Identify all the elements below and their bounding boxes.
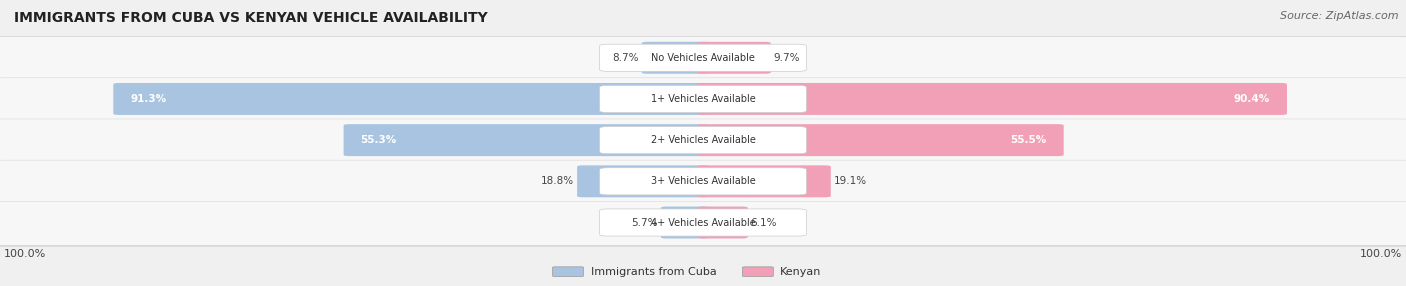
FancyBboxPatch shape xyxy=(0,77,1406,123)
FancyBboxPatch shape xyxy=(0,201,1406,247)
FancyBboxPatch shape xyxy=(0,118,1406,164)
Text: 3+ Vehicles Available: 3+ Vehicles Available xyxy=(651,176,755,186)
FancyBboxPatch shape xyxy=(0,78,1406,122)
FancyBboxPatch shape xyxy=(742,267,773,277)
FancyBboxPatch shape xyxy=(0,36,1406,82)
Text: IMMIGRANTS FROM CUBA VS KENYAN VEHICLE AVAILABILITY: IMMIGRANTS FROM CUBA VS KENYAN VEHICLE A… xyxy=(14,11,488,25)
Text: Immigrants from Cuba: Immigrants from Cuba xyxy=(591,267,716,277)
FancyBboxPatch shape xyxy=(553,267,583,277)
FancyBboxPatch shape xyxy=(576,165,709,197)
FancyBboxPatch shape xyxy=(0,119,1406,163)
FancyBboxPatch shape xyxy=(697,206,748,239)
Text: Source: ZipAtlas.com: Source: ZipAtlas.com xyxy=(1281,11,1399,21)
Text: 6.1%: 6.1% xyxy=(751,218,778,227)
FancyBboxPatch shape xyxy=(343,124,709,156)
FancyBboxPatch shape xyxy=(697,83,1286,115)
FancyBboxPatch shape xyxy=(0,37,1406,81)
Text: Kenyan: Kenyan xyxy=(780,267,821,277)
Text: 18.8%: 18.8% xyxy=(541,176,574,186)
Text: 2+ Vehicles Available: 2+ Vehicles Available xyxy=(651,135,755,145)
FancyBboxPatch shape xyxy=(641,42,709,74)
FancyBboxPatch shape xyxy=(0,160,1406,204)
FancyBboxPatch shape xyxy=(599,168,807,195)
Text: 55.3%: 55.3% xyxy=(360,135,396,145)
Text: 19.1%: 19.1% xyxy=(834,176,866,186)
Text: 91.3%: 91.3% xyxy=(131,94,166,104)
FancyBboxPatch shape xyxy=(599,209,807,236)
Text: 9.7%: 9.7% xyxy=(773,53,800,63)
FancyBboxPatch shape xyxy=(697,165,831,197)
FancyBboxPatch shape xyxy=(599,86,807,112)
FancyBboxPatch shape xyxy=(114,83,709,115)
FancyBboxPatch shape xyxy=(599,44,807,71)
FancyBboxPatch shape xyxy=(0,201,1406,245)
Text: 100.0%: 100.0% xyxy=(1360,249,1402,259)
Text: 90.4%: 90.4% xyxy=(1234,94,1270,104)
FancyBboxPatch shape xyxy=(661,206,709,239)
Text: 1+ Vehicles Available: 1+ Vehicles Available xyxy=(651,94,755,104)
Text: 5.7%: 5.7% xyxy=(631,218,658,227)
FancyBboxPatch shape xyxy=(697,124,1064,156)
Text: 55.5%: 55.5% xyxy=(1011,135,1047,145)
FancyBboxPatch shape xyxy=(697,42,770,74)
FancyBboxPatch shape xyxy=(0,160,1406,205)
Text: 4+ Vehicles Available: 4+ Vehicles Available xyxy=(651,218,755,227)
Text: 100.0%: 100.0% xyxy=(4,249,46,259)
Text: 8.7%: 8.7% xyxy=(613,53,638,63)
FancyBboxPatch shape xyxy=(599,127,807,154)
Text: No Vehicles Available: No Vehicles Available xyxy=(651,53,755,63)
